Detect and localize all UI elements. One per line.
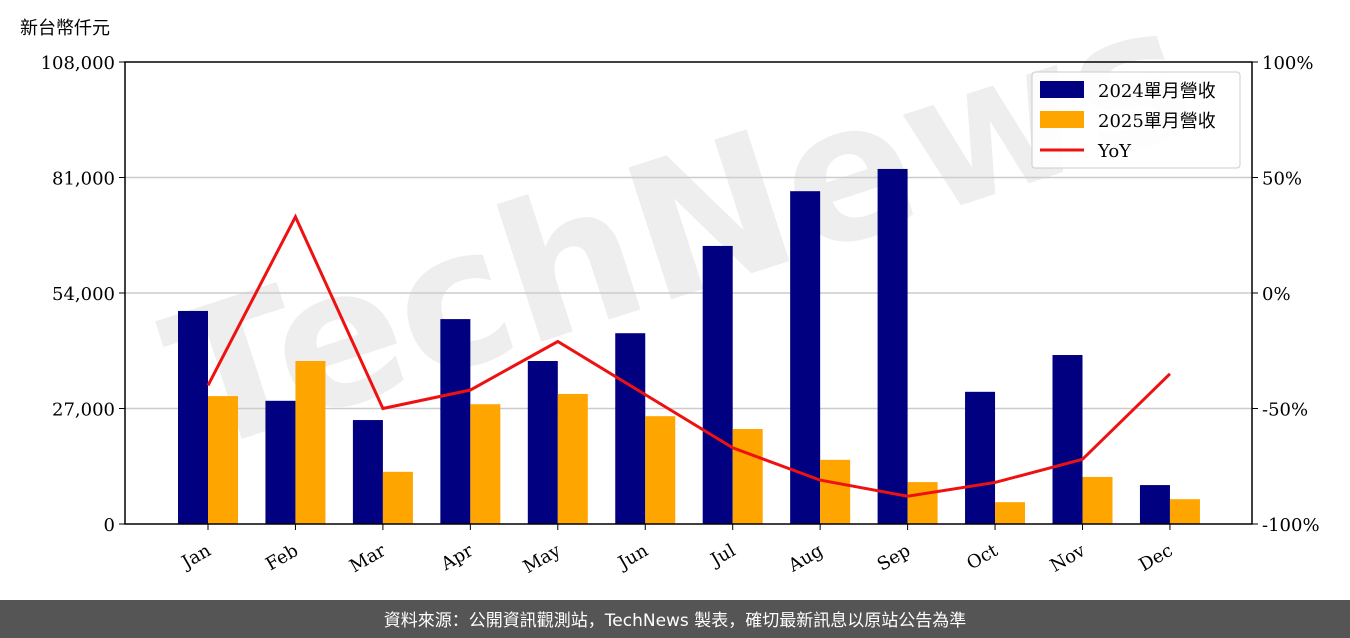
legend-label: 2024單月營收 [1098, 81, 1216, 102]
y2-tick-label: 50% [1262, 169, 1302, 190]
bar [877, 168, 908, 524]
bar [702, 245, 733, 524]
y-tick-label: 81,000 [52, 169, 115, 190]
x-tick-label: Jul [706, 540, 740, 572]
bar [965, 391, 996, 524]
bar [615, 333, 646, 524]
bar [732, 429, 763, 524]
x-tick-label: Sep [874, 540, 914, 575]
y2-tick-label: -50% [1262, 400, 1308, 421]
x-tick-label: Nov [1047, 540, 1090, 577]
bar [1139, 485, 1170, 524]
bar [178, 310, 208, 524]
y-tick-label: 108,000 [41, 53, 115, 74]
legend-swatch [1040, 81, 1084, 98]
x-tick-label: Mar [346, 540, 390, 577]
x-tick-label: Apr [437, 540, 477, 575]
y-tick-label: 0 [104, 515, 115, 536]
legend-swatch [1040, 111, 1084, 128]
bar [265, 400, 296, 524]
bar [1082, 476, 1113, 524]
x-tick-label: May [520, 540, 565, 578]
bar [645, 416, 676, 524]
bar [820, 459, 851, 524]
bar [907, 482, 938, 524]
bar [440, 319, 471, 524]
y-tick-label: 54,000 [52, 284, 115, 305]
x-tick-label: Oct [963, 540, 1002, 575]
x-tick-label: Jan [177, 540, 215, 574]
x-tick-label: Aug [784, 540, 827, 577]
bar [295, 361, 326, 524]
legend-label: 2025單月營收 [1098, 111, 1216, 132]
bar [1052, 355, 1083, 524]
bar [790, 191, 821, 524]
bar [208, 396, 238, 524]
bar [382, 471, 413, 524]
bar [995, 502, 1026, 524]
bar [527, 361, 558, 524]
plot-frame [124, 61, 1253, 525]
footer-bar [0, 600, 1350, 638]
y2-tick-label: 0% [1262, 284, 1291, 305]
bar [557, 393, 588, 524]
y-tick-label: 27,000 [52, 400, 115, 421]
y-unit: 新台幣仟元 [20, 18, 110, 39]
x-tick-label: Feb [262, 540, 302, 575]
bar [1169, 499, 1200, 524]
x-tick-label: Jun [613, 540, 652, 575]
y2-tick-label: -100% [1262, 515, 1320, 536]
legend-label: YoY [1097, 141, 1132, 162]
line [206, 213, 1171, 498]
x-tick-label: Dec [1135, 540, 1176, 576]
y2-tick-label: 100% [1262, 53, 1313, 74]
bar [470, 404, 501, 524]
bar [352, 420, 383, 524]
footer: 資料來源：公開資訊觀測站，TechNews 製表，確切最新訊息以原站公告為準 [384, 611, 966, 631]
